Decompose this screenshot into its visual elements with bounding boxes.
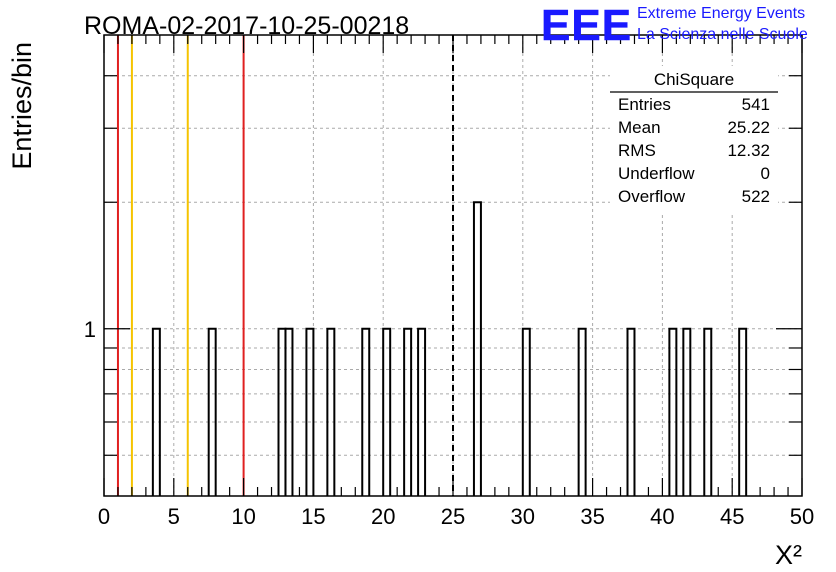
histogram-bin: [417, 327, 427, 496]
x-tick-label: 30: [511, 504, 535, 529]
x-tick-label: 25: [441, 504, 465, 529]
histogram-bars: [151, 201, 748, 496]
x-tick-label: 35: [580, 504, 604, 529]
x-axis-label: X²: [775, 540, 802, 570]
logo-line-1: Extreme Energy Events: [637, 5, 805, 22]
stats-label: Mean: [618, 118, 661, 137]
stats-value: 522: [742, 187, 770, 206]
histogram-bin: [382, 327, 392, 496]
stats-label: Entries: [618, 95, 671, 114]
x-tick-label: 45: [720, 504, 744, 529]
x-tick-label: 40: [650, 504, 674, 529]
histogram-bin: [668, 327, 678, 496]
histogram-bin: [277, 327, 287, 496]
histogram-bin: [472, 201, 482, 496]
x-tick-labels: 0 5 10 15 20 25 30 35 40 45 50: [98, 504, 814, 529]
y-tick-label: 1: [84, 317, 96, 342]
x-tick-label: 20: [371, 504, 395, 529]
y-axis-label: Entries/bin: [7, 42, 37, 170]
reference-lines: [116, 35, 454, 496]
stats-value: 541: [742, 95, 770, 114]
stats-label: Overflow: [618, 187, 686, 206]
stats-title: ChiSquare: [654, 70, 734, 89]
x-tick-label: 15: [301, 504, 325, 529]
stats-box: ChiSquare Entries 541 Mean 25.22 RMS 12.32 Und…: [610, 66, 778, 212]
x-tick-label: 0: [98, 504, 110, 529]
y-tick-labels: 1: [84, 317, 96, 342]
histogram-bin: [521, 327, 531, 496]
histogram-bin: [326, 327, 336, 496]
histogram-bin: [738, 327, 748, 496]
histogram-bin: [626, 327, 636, 496]
eee-logo: EEE: [541, 1, 632, 50]
axis-ticks: [103, 35, 803, 496]
histogram-bin: [703, 327, 713, 496]
x-tick-label: 5: [168, 504, 180, 529]
histogram-bin: [403, 327, 413, 496]
histogram-bin: [682, 327, 692, 496]
histogram-bin: [284, 327, 294, 496]
stats-label: RMS: [618, 141, 656, 160]
stats-label: Underflow: [618, 164, 695, 183]
histogram-bin: [305, 327, 315, 496]
histogram-bin: [151, 327, 161, 496]
stats-value: 0: [761, 164, 770, 183]
histogram-bin: [207, 327, 217, 496]
stats-value: 12.32: [727, 141, 770, 160]
x-tick-label: 50: [790, 504, 814, 529]
histogram-bin: [577, 327, 587, 496]
histogram-bin: [361, 327, 371, 496]
stats-value: 25.22: [727, 118, 770, 137]
logo-line-2: La Scienza nelle Scuole: [637, 26, 808, 43]
run-title: ROMA-02-2017-10-25-00218: [84, 12, 409, 40]
x-tick-label: 10: [231, 504, 255, 529]
